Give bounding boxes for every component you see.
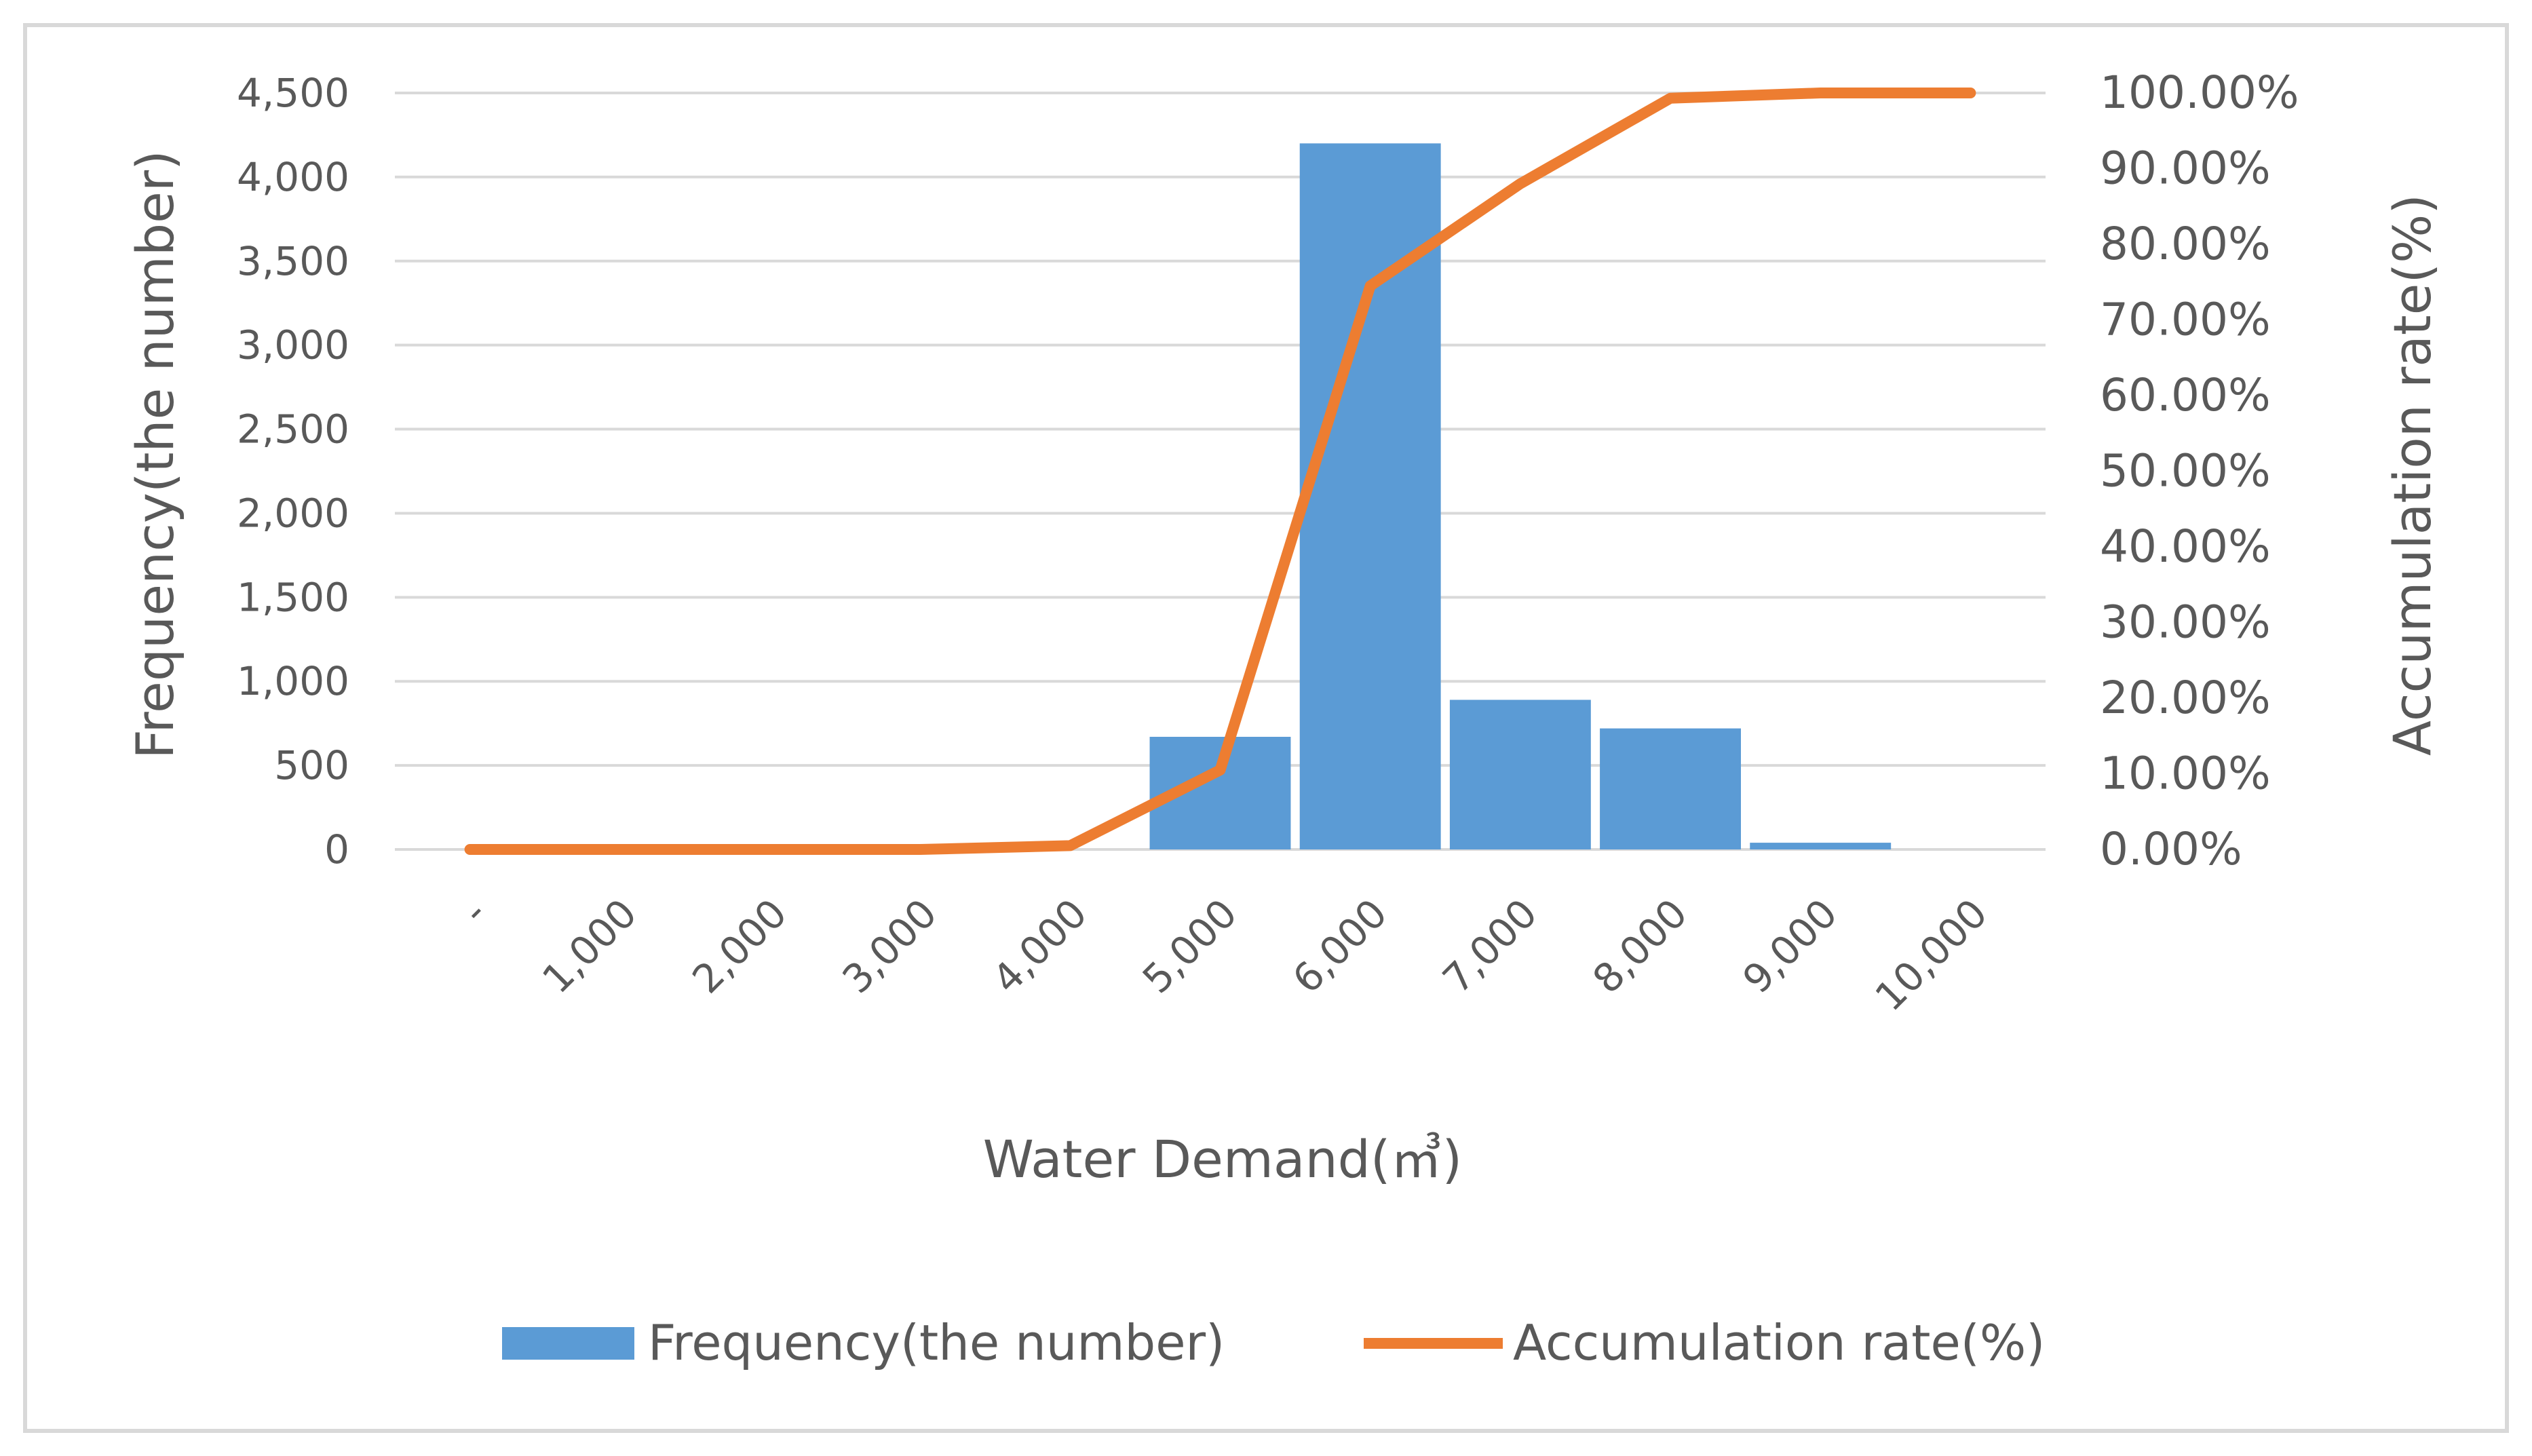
- bar-9000: [1750, 843, 1892, 849]
- x-tick-label: 1,000: [533, 890, 645, 1002]
- y-left-tick-label: 1,000: [237, 658, 349, 704]
- y-left-tick-label: 3,500: [237, 238, 349, 284]
- legend-bar-swatch: [502, 1327, 634, 1360]
- y-right-tick-label: 80.00%: [2100, 218, 2271, 270]
- x-tick-label: -: [453, 890, 496, 933]
- y-right-tick-label: 0.00%: [2100, 823, 2242, 875]
- y-right-tick-label: 70.00%: [2100, 294, 2271, 346]
- gridlines: [395, 92, 2046, 851]
- y-left-tick-label: 4,000: [237, 154, 349, 200]
- x-axis-title: Water Demand(㎥): [983, 1129, 1462, 1189]
- x-tick-label: 10,000: [1866, 890, 1997, 1020]
- right-axis-ticks: 0.00% 10.00% 20.00% 30.00% 40.00% 50.00% 60.00…: [2100, 66, 2299, 875]
- bar-8000: [1600, 728, 1742, 849]
- legend-bar-label: Frequency(the number): [648, 1314, 1225, 1371]
- y-left-tick-label: 4,500: [237, 70, 349, 116]
- y-right-tick-label: 30.00%: [2100, 596, 2271, 649]
- x-tick-label: 3,000: [834, 890, 946, 1002]
- y-left-tick-label: 1,500: [237, 574, 349, 620]
- y-left-tick-label: 0: [324, 826, 349, 873]
- y-right-tick-label: 40.00%: [2100, 520, 2271, 573]
- y-left-tick-label: 3,000: [237, 322, 349, 368]
- y-right-tick-label: 60.00%: [2100, 369, 2271, 421]
- y-left-tick-label: 2,000: [237, 490, 349, 536]
- y-left-axis-title: Frequency(the number): [125, 150, 185, 759]
- y-right-tick-label: 90.00%: [2100, 142, 2271, 195]
- bar-6000: [1299, 143, 1441, 849]
- x-tick-label: 7,000: [1434, 890, 1546, 1002]
- y-right-tick-label: 20.00%: [2100, 672, 2271, 724]
- x-tick-label: 8,000: [1584, 890, 1695, 1002]
- y-left-tick-label: 500: [274, 742, 349, 788]
- x-tick-label: 2,000: [683, 890, 795, 1002]
- bar-7000: [1449, 700, 1591, 849]
- frequency-bars: [1149, 143, 1892, 849]
- legend-line-label: Accumulation rate(%): [1513, 1314, 2045, 1371]
- x-tick-label: 5,000: [1134, 890, 1246, 1002]
- x-tick-label: 6,000: [1284, 890, 1396, 1002]
- y-right-tick-label: 10.00%: [2100, 748, 2271, 800]
- y-left-tick-label: 2,500: [237, 406, 349, 453]
- accumulation-rate-line: [464, 88, 1976, 855]
- y-right-tick-label: 50.00%: [2100, 445, 2271, 497]
- y-right-tick-label: 100.00%: [2100, 66, 2299, 119]
- x-tick-label: 4,000: [984, 890, 1096, 1002]
- accumulation-line: [464, 88, 1976, 855]
- x-axis-ticks: -1,000 2,000 3,000 4,000 5,000 6,000 7,000 8,00…: [453, 890, 1997, 1020]
- left-axis-ticks: 0 500 1,000 1,500 2,000 2,500 3,000 3,500 4,000 4…: [237, 70, 349, 873]
- x-tick-label: 9,000: [1734, 890, 1846, 1002]
- chart-frame: [23, 23, 2509, 1433]
- legend: Frequency(the number) Accumulation rate(…: [502, 1314, 2045, 1371]
- y-right-axis-title: Accumulation rate(%): [2382, 194, 2442, 756]
